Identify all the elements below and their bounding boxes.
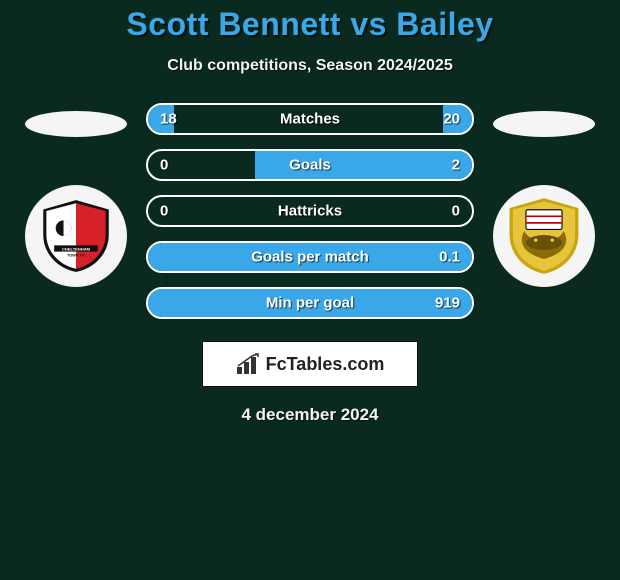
- stat-value-right: 0.1: [439, 249, 460, 266]
- svg-text:CHELTENHAM: CHELTENHAM: [62, 246, 91, 251]
- stat-value-right: 919: [435, 295, 460, 312]
- stat-row: 0 Goals 2: [146, 149, 474, 181]
- stat-row: 18 Matches 20: [146, 103, 474, 135]
- stat-label: Min per goal: [266, 295, 354, 312]
- stat-value-right: 0: [452, 203, 460, 220]
- stat-value-left: 0: [160, 203, 168, 220]
- brand-label: FcTables.com: [266, 354, 385, 375]
- svg-text:TOWN FC: TOWN FC: [67, 252, 85, 257]
- doncaster-badge-icon: [503, 195, 585, 277]
- stat-fill-right: [255, 151, 472, 179]
- brand-box[interactable]: FcTables.com: [202, 341, 418, 387]
- stat-row: 0 Hattricks 0: [146, 195, 474, 227]
- stat-label: Matches: [280, 111, 340, 128]
- branding-row: FcTables.com: [0, 341, 620, 387]
- content-row: CHELTENHAM TOWN FC 18Matches200Goals20Ha…: [0, 103, 620, 319]
- stat-row: Goals per match 0.1: [146, 241, 474, 273]
- right-side: [484, 103, 604, 287]
- left-side: CHELTENHAM TOWN FC: [16, 103, 136, 287]
- date-label: 4 december 2024: [0, 405, 620, 425]
- stat-value-left: 0: [160, 157, 168, 174]
- left-player-oval: [25, 111, 127, 137]
- left-team-badge: CHELTENHAM TOWN FC: [25, 185, 127, 287]
- right-team-badge: [493, 185, 595, 287]
- subtitle: Club competitions, Season 2024/2025: [0, 57, 620, 75]
- stat-label: Goals: [289, 157, 331, 174]
- page-title: Scott Bennett vs Bailey: [0, 6, 620, 43]
- cheltenham-badge-icon: CHELTENHAM TOWN FC: [37, 197, 115, 275]
- stat-value-right: 20: [443, 111, 460, 128]
- bar-chart-icon: [236, 353, 260, 375]
- stats-column: 18Matches200Goals20Hattricks0Goals per m…: [136, 103, 484, 319]
- stat-label: Hattricks: [278, 203, 342, 220]
- right-player-oval: [493, 111, 595, 137]
- stat-value-left: 18: [160, 111, 177, 128]
- stat-label: Goals per match: [251, 249, 369, 266]
- comparison-card: Scott Bennett vs Bailey Club competition…: [0, 0, 620, 425]
- stat-row: Min per goal 919: [146, 287, 474, 319]
- stat-value-right: 2: [452, 157, 460, 174]
